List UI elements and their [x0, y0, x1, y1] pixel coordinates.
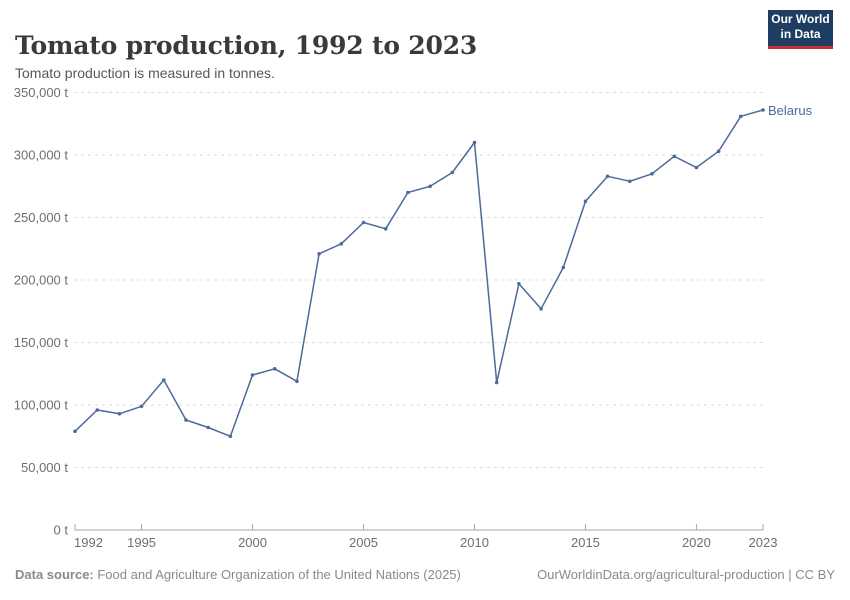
data-point[interactable] [317, 252, 321, 256]
data-point[interactable] [73, 429, 77, 434]
data-point[interactable] [95, 408, 99, 412]
data-point[interactable] [272, 367, 277, 371]
data-point[interactable] [361, 220, 366, 225]
owid-logo-line1: Our World [771, 12, 830, 26]
data-point[interactable] [494, 380, 499, 385]
data-point[interactable] [383, 227, 388, 231]
y-tick-label: 150,000 t [14, 335, 69, 350]
chart-footer: Data source: Food and Agriculture Organi… [15, 567, 835, 582]
data-point[interactable] [162, 378, 166, 382]
x-tick-label: 2015 [571, 535, 600, 550]
data-point[interactable] [295, 379, 299, 384]
data-point[interactable] [561, 265, 566, 270]
data-point[interactable] [739, 114, 743, 119]
x-tick-label: 1995 [127, 535, 156, 550]
data-point[interactable] [228, 434, 233, 439]
chart-title: Tomato production, 1992 to 2023 [15, 30, 478, 60]
data-point[interactable] [406, 190, 410, 195]
data-point[interactable] [539, 307, 543, 311]
y-tick-label: 300,000 t [14, 148, 69, 163]
data-point[interactable] [250, 373, 255, 377]
line-chart-plot-area[interactable]: 0 t 50,000 t 100,000 t 150,000 t 200,000 t 25… [0, 0, 850, 560]
data-point[interactable] [605, 174, 610, 179]
data-point[interactable] [139, 404, 144, 409]
data-point[interactable] [184, 418, 188, 422]
data-point[interactable] [628, 179, 632, 184]
x-tick-label: 2020 [682, 535, 711, 550]
data-point[interactable] [650, 172, 654, 176]
owid-logo[interactable]: Our World in Data [768, 10, 833, 49]
data-point[interactable] [117, 412, 122, 416]
data-point[interactable] [716, 149, 721, 154]
x-tick-label: 2000 [238, 535, 267, 550]
data-point[interactable] [428, 184, 432, 189]
y-tick-label: 0 t [54, 523, 69, 538]
data-line-belarus[interactable] [74, 109, 764, 438]
data-point[interactable] [517, 282, 521, 286]
owid-logo-line2: in Data [780, 27, 821, 41]
data-source-text: Food and Agriculture Organization of the… [93, 567, 461, 582]
y-tick-label: 250,000 t [14, 210, 69, 225]
x-tick-label: 2005 [349, 535, 378, 550]
chart-subtitle: Tomato production is measured in tonnes. [15, 65, 275, 81]
data-point[interactable] [583, 199, 588, 204]
data-point[interactable] [450, 170, 455, 175]
x-tick-label: 2010 [460, 535, 489, 550]
x-tick-label: 1992 [74, 535, 103, 550]
data-point[interactable] [206, 425, 210, 430]
data-source: Data source: Food and Agriculture Organi… [15, 567, 461, 582]
x-tick-label: 2023 [749, 535, 778, 550]
footer-link[interactable]: OurWorldinData.org/agricultural-producti… [537, 567, 835, 582]
data-point[interactable] [339, 242, 344, 246]
y-tick-label: 50,000 t [21, 460, 68, 475]
data-point[interactable] [472, 140, 477, 145]
data-point[interactable] [694, 165, 699, 170]
series-label-belarus[interactable]: Belarus [768, 103, 813, 118]
y-tick-label: 100,000 t [14, 398, 69, 413]
y-tick-label: 200,000 t [14, 273, 69, 288]
data-point[interactable] [761, 108, 765, 112]
data-point[interactable] [672, 154, 676, 159]
data-source-label: Data source: [15, 567, 94, 582]
y-tick-label: 350,000 t [14, 85, 69, 100]
